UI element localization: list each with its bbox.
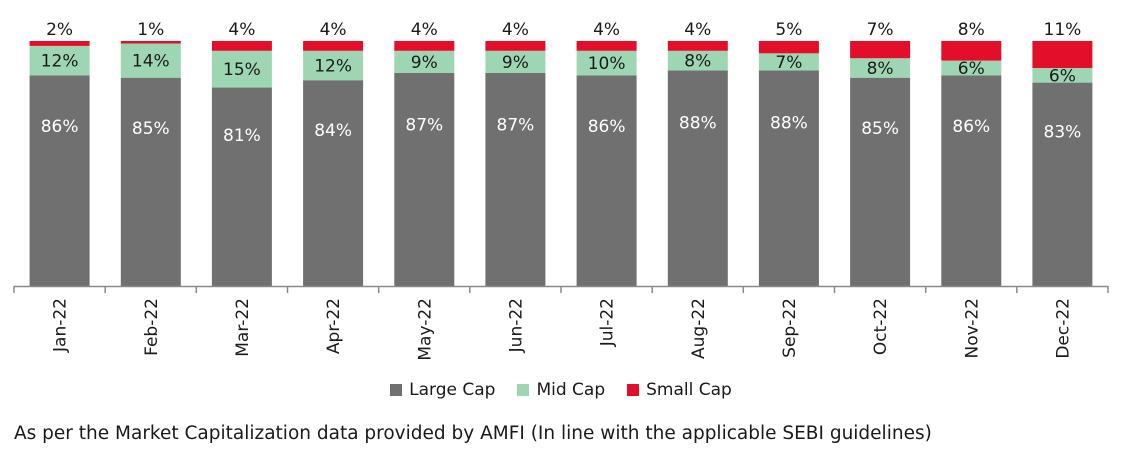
data-label-small-cap-oct-22: 7% (867, 20, 894, 40)
bar-segment-mid-cap-jun-22 (485, 50, 546, 73)
bar-segment-mid-cap-sep-22 (758, 53, 819, 71)
data-label-small-cap-jun-22: 4% (502, 20, 529, 40)
bar-segment-small-cap-oct-22 (850, 41, 911, 59)
data-label-large-cap-dec-22: 83% (1044, 123, 1082, 143)
data-label-small-cap-dec-22: 11% (1044, 20, 1082, 40)
data-label-small-cap-aug-22: 4% (684, 20, 711, 40)
data-label-large-cap-aug-22: 88% (679, 114, 717, 134)
bar-segment-mid-cap-nov-22 (941, 60, 1002, 76)
data-label-large-cap-jul-22: 86% (588, 117, 626, 137)
chart-footnote: As per the Market Capitalization data pr… (14, 423, 932, 444)
bar-segment-large-cap-nov-22 (941, 75, 1002, 286)
legend-label-large-cap: Large Cap (409, 380, 496, 400)
bar-segment-small-cap-jul-22 (576, 41, 637, 51)
bar-segment-large-cap-jan-22 (29, 75, 90, 286)
bar-segment-large-cap-jul-22 (576, 75, 637, 286)
data-label-mid-cap-jan-22: 12% (41, 52, 79, 72)
data-label-small-cap-sep-22: 5% (775, 20, 802, 40)
legend-item-small-cap: Small Cap (627, 380, 732, 400)
bar-segment-small-cap-apr-22 (303, 41, 364, 51)
data-label-small-cap-mar-22: 4% (228, 20, 255, 40)
bar-segment-large-cap-dec-22 (1032, 82, 1093, 286)
legend-item-large-cap: Large Cap (390, 380, 495, 400)
bar-segment-mid-cap-may-22 (394, 50, 455, 73)
data-label-small-cap-feb-22: 1% (137, 20, 164, 40)
bar-segment-small-cap-sep-22 (758, 41, 819, 54)
legend-swatch-large-cap (390, 384, 403, 396)
data-label-large-cap-oct-22: 85% (861, 119, 899, 139)
data-label-small-cap-may-22: 4% (411, 20, 438, 40)
bar-segment-large-cap-jun-22 (485, 72, 546, 286)
data-label-mid-cap-aug-22: 8% (684, 52, 711, 72)
x-tick-label-jul-22: Jul-22 (598, 298, 618, 347)
x-tick-label-apr-22: Apr-22 (324, 298, 344, 354)
data-label-mid-cap-apr-22: 12% (314, 57, 352, 77)
bar-segment-large-cap-mar-22 (211, 87, 272, 286)
x-tick-label-dec-22: Dec-22 (1053, 298, 1073, 359)
bar-segment-small-cap-jun-22 (485, 41, 546, 51)
x-tick-label-oct-22: Oct-22 (871, 298, 891, 355)
data-label-mid-cap-nov-22: 6% (958, 59, 985, 79)
data-label-mid-cap-oct-22: 8% (867, 59, 894, 79)
data-label-large-cap-feb-22: 85% (132, 119, 170, 139)
data-label-small-cap-nov-22: 8% (958, 20, 985, 40)
bar-segment-mid-cap-mar-22 (211, 50, 272, 88)
data-label-mid-cap-jun-22: 9% (502, 53, 529, 73)
data-label-mid-cap-dec-22: 6% (1049, 66, 1076, 86)
data-label-large-cap-may-22: 87% (405, 115, 443, 135)
bar-segment-large-cap-may-22 (394, 72, 455, 286)
bar-segment-mid-cap-oct-22 (850, 58, 911, 78)
bar-segment-small-cap-may-22 (394, 41, 455, 51)
bar-segment-mid-cap-jan-22 (29, 45, 90, 76)
bar-segment-large-cap-sep-22 (758, 70, 819, 287)
bar-segment-small-cap-aug-22 (667, 41, 728, 51)
bar-segment-mid-cap-feb-22 (120, 43, 181, 78)
bar-segment-small-cap-feb-22 (120, 41, 181, 44)
bar-segment-large-cap-oct-22 (850, 77, 911, 286)
bar-segment-large-cap-apr-22 (303, 80, 364, 286)
bar-segment-large-cap-feb-22 (120, 77, 181, 286)
bar-segment-small-cap-dec-22 (1032, 41, 1093, 68)
data-label-mid-cap-may-22: 9% (411, 53, 438, 73)
data-label-small-cap-apr-22: 4% (320, 20, 347, 40)
legend-swatch-mid-cap (517, 384, 530, 396)
legend-item-mid-cap: Mid Cap (517, 380, 605, 400)
bar-segment-small-cap-nov-22 (941, 41, 1002, 61)
data-label-large-cap-jan-22: 86% (41, 117, 79, 137)
x-tick-label-nov-22: Nov-22 (962, 298, 982, 359)
legend-swatch-small-cap (627, 384, 640, 396)
legend-label-small-cap: Small Cap (646, 380, 732, 400)
data-label-mid-cap-sep-22: 7% (775, 53, 802, 73)
data-label-small-cap-jul-22: 4% (593, 20, 620, 40)
legend-label-mid-cap: Mid Cap (536, 380, 606, 400)
x-tick-label-feb-22: Feb-22 (142, 298, 162, 356)
bar-segment-small-cap-mar-22 (211, 41, 272, 51)
data-label-large-cap-apr-22: 84% (314, 121, 352, 141)
bar-segment-small-cap-jan-22 (29, 41, 90, 46)
data-label-large-cap-nov-22: 86% (952, 117, 990, 137)
x-tick-label-aug-22: Aug-22 (689, 298, 709, 359)
x-tick-label-jan-22: Jan-22 (51, 298, 71, 353)
bar-segment-mid-cap-aug-22 (667, 50, 728, 71)
stacked-bar-chart: 86% 12% 2% 85% 14% 1% 81% 15% 4% 84% 12% 4% 87% 9% 4% 8… (13, 20, 1109, 361)
data-label-large-cap-sep-22: 88% (770, 114, 808, 134)
data-label-mid-cap-jul-22: 10% (588, 54, 626, 74)
bar-segment-mid-cap-jul-22 (576, 50, 637, 76)
x-tick-label-sep-22: Sep-22 (780, 298, 800, 358)
data-label-large-cap-jun-22: 87% (497, 115, 535, 135)
bar-segment-large-cap-aug-22 (667, 70, 728, 287)
data-label-mid-cap-mar-22: 15% (223, 60, 261, 80)
data-label-large-cap-mar-22: 81% (223, 126, 261, 146)
data-label-small-cap-jan-22: 2% (46, 20, 73, 40)
chart-legend: Large Cap Mid Cap Small Cap (0, 380, 1122, 400)
x-tick-label-jun-22: Jun-22 (506, 298, 526, 353)
data-label-mid-cap-feb-22: 14% (132, 52, 170, 72)
bar-segment-mid-cap-dec-22 (1032, 67, 1093, 83)
x-tick-label-mar-22: Mar-22 (233, 298, 253, 357)
bar-segment-mid-cap-apr-22 (303, 50, 364, 81)
x-tick-label-may-22: May-22 (415, 298, 435, 361)
